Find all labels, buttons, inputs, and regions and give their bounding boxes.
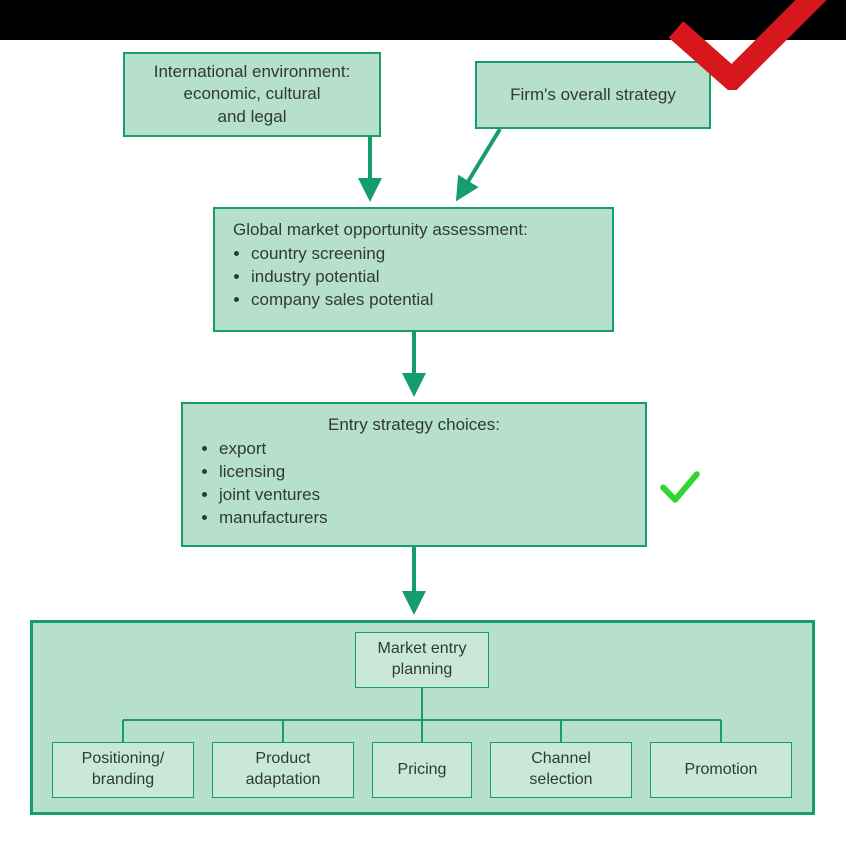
box-title: Channelselection: [499, 749, 623, 791]
pricing-box: Pricing: [372, 742, 472, 798]
entry-strategy-choices-box: Entry strategy choices:exportlicensingjo…: [181, 402, 647, 547]
bullet-item: industry potential: [251, 266, 604, 289]
market-entry-planning-box: Market entryplanning: [355, 632, 489, 688]
top-black-bar: [0, 0, 846, 40]
bullet-item: country screening: [251, 243, 604, 266]
box-title: Productadaptation: [221, 749, 345, 791]
positioning-branding-box: Positioning/branding: [52, 742, 194, 798]
box-title: Pricing: [381, 760, 463, 781]
product-adaptation-box: Productadaptation: [212, 742, 354, 798]
opportunity-assessment-box: Global market opportunity assessment:cou…: [213, 207, 614, 332]
bullet-item: manufacturers: [219, 507, 637, 530]
bullet-item: joint ventures: [219, 484, 637, 507]
intl-environment-box: International environment:economic, cult…: [123, 52, 381, 137]
box-title: Market entryplanning: [364, 639, 480, 681]
box-title: International environment:economic, cult…: [133, 61, 371, 127]
bullet-item: company sales potential: [251, 289, 604, 312]
bullet-item: export: [219, 438, 637, 461]
channel-selection-box: Channelselection: [490, 742, 632, 798]
box-bullets: exportlicensingjoint venturesmanufacture…: [191, 438, 637, 530]
box-bullets: country screeningindustry potentialcompa…: [223, 243, 604, 312]
green-check-icon: [660, 470, 700, 505]
box-title: Global market opportunity assessment:: [223, 219, 604, 241]
firm-strategy-box: Firm's overall strategy: [475, 61, 711, 129]
box-title: Positioning/branding: [61, 749, 185, 791]
box-title: Entry strategy choices:: [191, 414, 637, 436]
bullet-item: licensing: [219, 461, 637, 484]
box-title: Firm's overall strategy: [485, 84, 701, 106]
promotion-box: Promotion: [650, 742, 792, 798]
box-title: Promotion: [659, 760, 783, 781]
